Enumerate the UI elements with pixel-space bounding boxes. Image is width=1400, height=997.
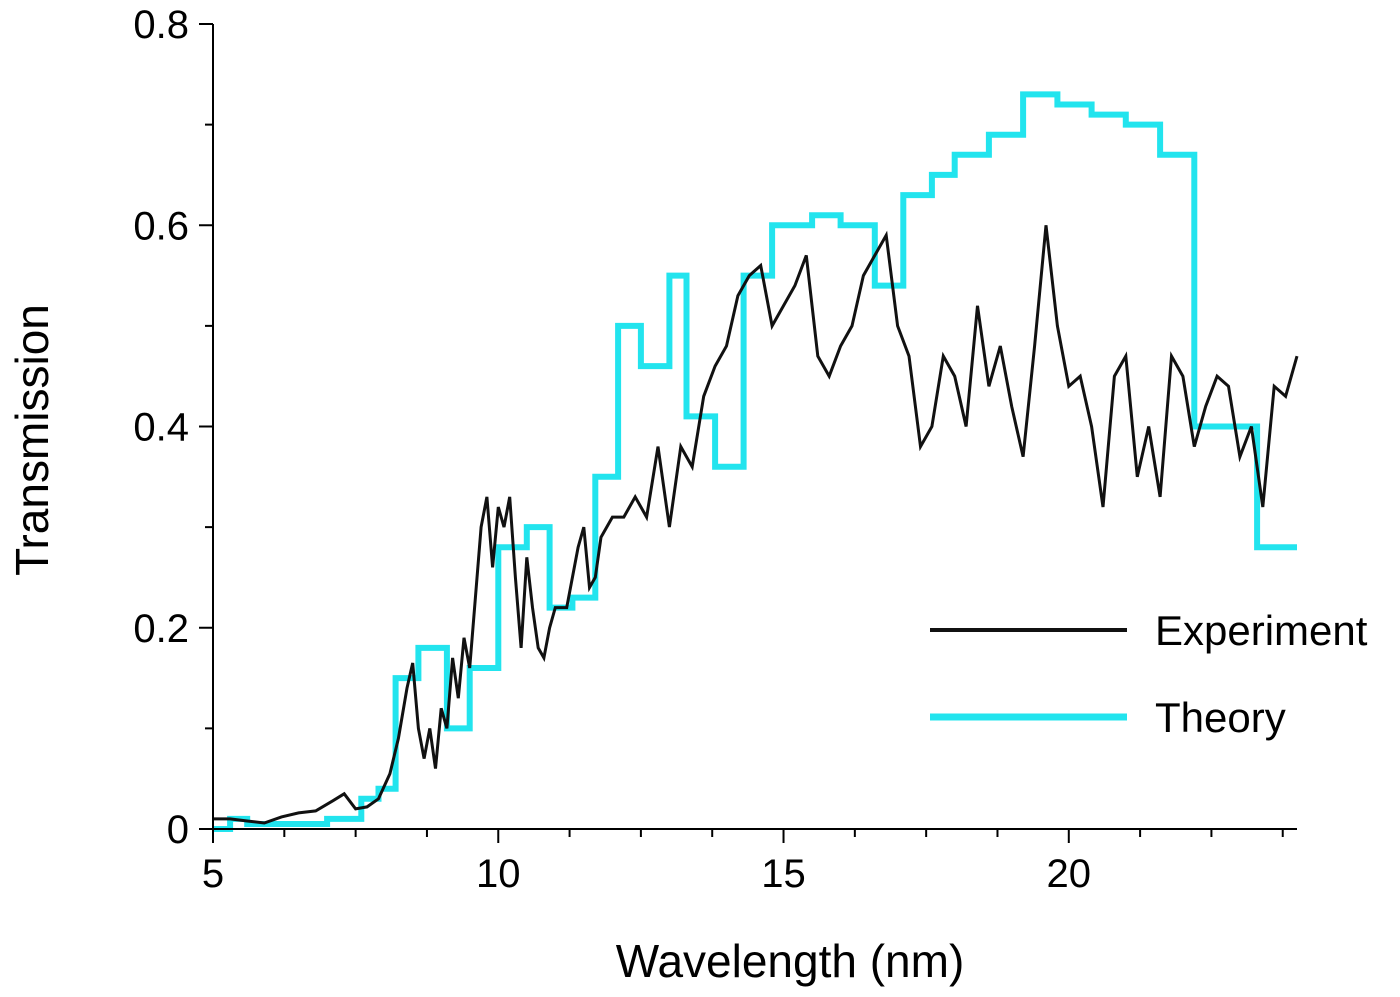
y-tick-label: 0.4 xyxy=(133,406,189,450)
y-axis-title: Transmission xyxy=(6,304,58,576)
x-tick-label: 5 xyxy=(202,852,224,896)
y-tick-label: 0.6 xyxy=(133,204,189,248)
legend-label-theory: Theory xyxy=(1155,694,1286,741)
series-line-theory xyxy=(213,91,1297,832)
x-axis-title: Wavelength (nm) xyxy=(616,935,965,987)
axes: 0 0.2 0.4 0.6 0.8 5 10 15 20 xyxy=(133,3,1297,896)
legend: Experiment Theory xyxy=(930,607,1368,741)
x-tick-label: 20 xyxy=(1047,852,1092,896)
plot-area xyxy=(213,91,1299,832)
x-tick-label: 10 xyxy=(476,852,521,896)
y-tick-label: 0.8 xyxy=(133,3,189,47)
legend-label-experiment: Experiment xyxy=(1155,607,1368,654)
x-tick-label: 15 xyxy=(761,852,806,896)
series-line-experiment xyxy=(213,225,1299,825)
y-tick-label: 0 xyxy=(167,808,189,852)
y-tick-label: 0.2 xyxy=(133,607,189,651)
